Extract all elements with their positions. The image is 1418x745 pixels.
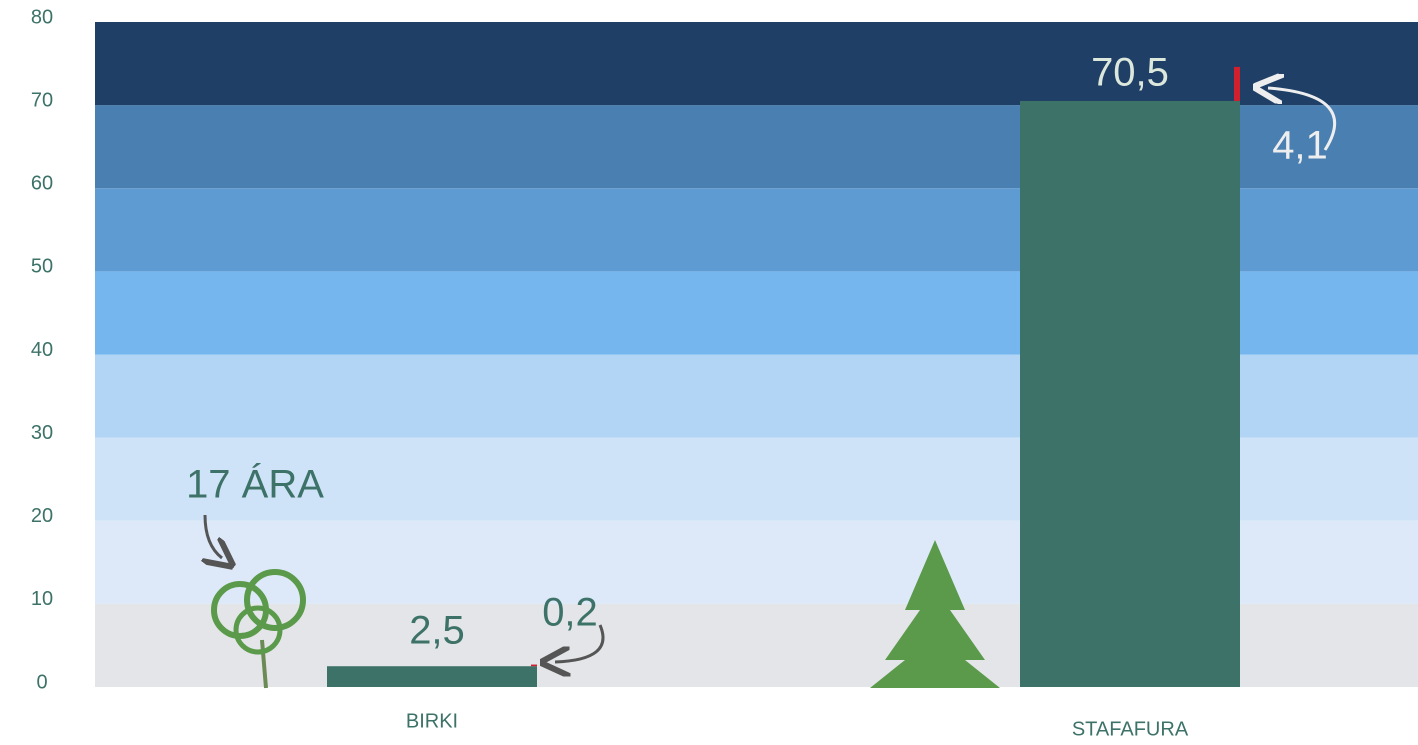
value-arrow: [555, 624, 605, 662]
pine-icon: [870, 540, 1000, 688]
bar: [327, 666, 537, 687]
value-label: 0,2: [542, 591, 598, 635]
y-tick-label: 20: [31, 505, 53, 527]
value-arrow: [1268, 88, 1337, 151]
annotation-arrow: [205, 514, 222, 558]
value-label: 70,5: [1091, 51, 1169, 95]
y-tick-label: 10: [31, 588, 53, 610]
value-label: 4,1: [1272, 124, 1328, 168]
grid-band: [95, 22, 1418, 106]
decorations: [205, 88, 1337, 689]
annotation: 17 ÁRA: [186, 462, 324, 507]
value-label: 2,5: [409, 609, 465, 653]
y-tick-label: 70: [31, 89, 53, 111]
bar: [1020, 100, 1240, 687]
tree-icon: [211, 569, 306, 689]
y-tick-label: 80: [31, 6, 53, 28]
y-tick-label: 40: [31, 339, 53, 361]
y-tick-label: 30: [31, 422, 53, 444]
bar: [1234, 66, 1240, 101]
x-tick-label: STAFAFURA: [1072, 718, 1189, 740]
y-tick-label: 60: [31, 173, 53, 195]
bar: [531, 664, 537, 667]
y-tick-label: 0: [36, 671, 47, 693]
y-tick-label: 50: [31, 256, 53, 278]
x-tick-label: BIRKI: [406, 710, 458, 732]
